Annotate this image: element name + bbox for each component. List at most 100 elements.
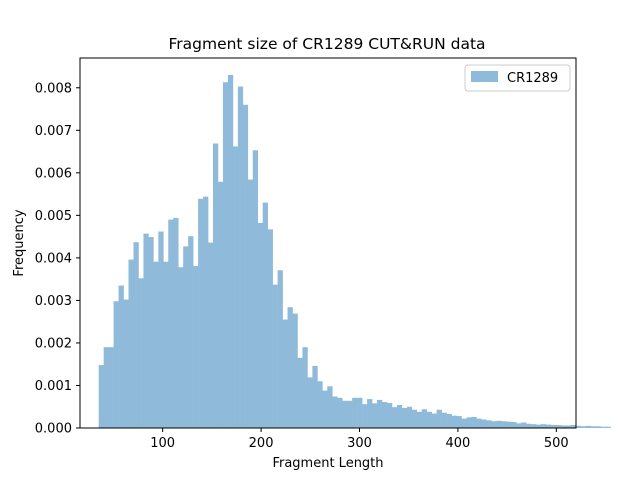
histogram-bar: [481, 419, 487, 428]
histogram-bar: [570, 425, 577, 428]
histogram-bar: [297, 357, 303, 428]
histogram-bar: [511, 422, 517, 428]
histogram-bar: [307, 377, 313, 428]
y-tick-label: 0.004: [35, 251, 72, 266]
histogram-bar: [357, 397, 363, 428]
histogram-bar: [252, 150, 259, 429]
histogram-bar: [232, 146, 239, 428]
histogram-bar: [506, 421, 512, 428]
histogram-bar: [163, 261, 169, 428]
x-axis-ticks: 100 200 300 400 500: [150, 428, 569, 451]
histogram-bar: [148, 237, 154, 428]
x-tick-label: 200: [249, 436, 274, 451]
histogram-bar: [158, 231, 164, 428]
histogram-bar: [451, 415, 457, 428]
histogram-bar: [322, 390, 328, 428]
histogram-bar: [198, 198, 204, 428]
histogram-bar: [595, 426, 601, 428]
histogram-bar: [302, 347, 308, 428]
histogram-bar: [476, 418, 482, 428]
histogram-bar: [267, 229, 273, 428]
histogram-bar: [178, 267, 184, 428]
x-tick-label: 500: [544, 436, 569, 451]
x-axis-label: Fragment Length: [272, 456, 383, 471]
histogram-bar: [153, 261, 159, 428]
x-tick-label: 300: [347, 436, 372, 451]
histogram-bar: [575, 425, 582, 428]
y-tick-label: 0.001: [35, 379, 72, 394]
histogram-bar: [98, 365, 104, 428]
histogram-bar: [386, 402, 393, 428]
histogram-bar: [461, 418, 467, 428]
histogram-bar: [590, 426, 596, 428]
y-axis-label: Frequency: [12, 209, 27, 276]
histogram-bar: [352, 397, 358, 428]
histogram-bar: [347, 400, 353, 428]
y-tick-label: 0.002: [35, 336, 72, 351]
histogram-bar: [406, 406, 413, 428]
histogram-bar: [421, 409, 428, 428]
legend-label: CR1289: [507, 71, 558, 86]
y-tick-label: 0.006: [35, 166, 72, 181]
histogram-bar: [168, 219, 174, 428]
histogram-bar: [560, 425, 567, 428]
y-tick-label: 0.007: [35, 124, 72, 139]
histogram-bar: [521, 422, 527, 428]
histogram-bar: [362, 404, 368, 428]
histogram-bar: [401, 408, 408, 428]
histogram-bar: [257, 223, 263, 428]
histogram-bar: [337, 397, 343, 428]
histogram-bar: [531, 424, 537, 428]
histogram-bar: [516, 423, 522, 428]
histogram-bar: [466, 417, 472, 428]
histogram-bar: [396, 405, 403, 428]
histogram-bar: [217, 181, 224, 428]
y-tick-label: 0.008: [35, 81, 72, 96]
histogram-bar: [312, 365, 318, 428]
histogram-bar: [237, 86, 244, 429]
histogram-bar: [327, 386, 333, 428]
plot-frame: [79, 57, 577, 429]
histogram-bar: [446, 413, 452, 428]
histogram-bar: [208, 242, 214, 428]
y-tick-label: 0.003: [35, 294, 72, 309]
histogram-bar: [203, 196, 209, 428]
histogram-bar: [471, 416, 477, 428]
histogram-bar: [381, 402, 388, 428]
histogram-bar: [426, 411, 432, 428]
histogram-bar: [317, 381, 323, 428]
histogram-bar: [103, 347, 109, 428]
histogram-bar: [367, 399, 373, 428]
histogram-bar: [123, 299, 129, 428]
bars-group: [98, 75, 611, 429]
legend-swatch: [471, 71, 498, 82]
histogram-bar: [550, 425, 557, 428]
histogram-bar: [342, 400, 348, 428]
histogram-bar: [213, 143, 219, 429]
histogram-bar: [536, 424, 542, 428]
histogram-bar: [431, 413, 437, 428]
histogram-bar: [600, 426, 606, 428]
histogram-bar: [227, 75, 234, 428]
histogram-bar: [108, 347, 114, 428]
histogram-bar: [173, 217, 179, 428]
histogram-bar: [391, 407, 398, 428]
histogram-bar: [416, 411, 423, 428]
histogram-bar: [188, 236, 194, 428]
histogram-bar: [272, 284, 278, 428]
histogram-bar: [282, 319, 288, 428]
y-tick-label: 0.005: [35, 209, 72, 224]
histogram-bar: [193, 265, 199, 428]
histogram-bar: [565, 425, 572, 428]
histogram-bar: [585, 425, 592, 428]
histogram-bar: [138, 278, 144, 428]
histogram-bar: [118, 285, 124, 428]
histogram-bar: [486, 420, 492, 428]
histogram-bar: [287, 307, 293, 428]
histogram-bar: [133, 242, 139, 428]
histogram-bar: [605, 426, 611, 428]
histogram-bar: [113, 301, 119, 428]
histogram-bar: [441, 412, 447, 428]
histogram-bar: [242, 104, 249, 428]
histogram-bar: [456, 416, 462, 428]
